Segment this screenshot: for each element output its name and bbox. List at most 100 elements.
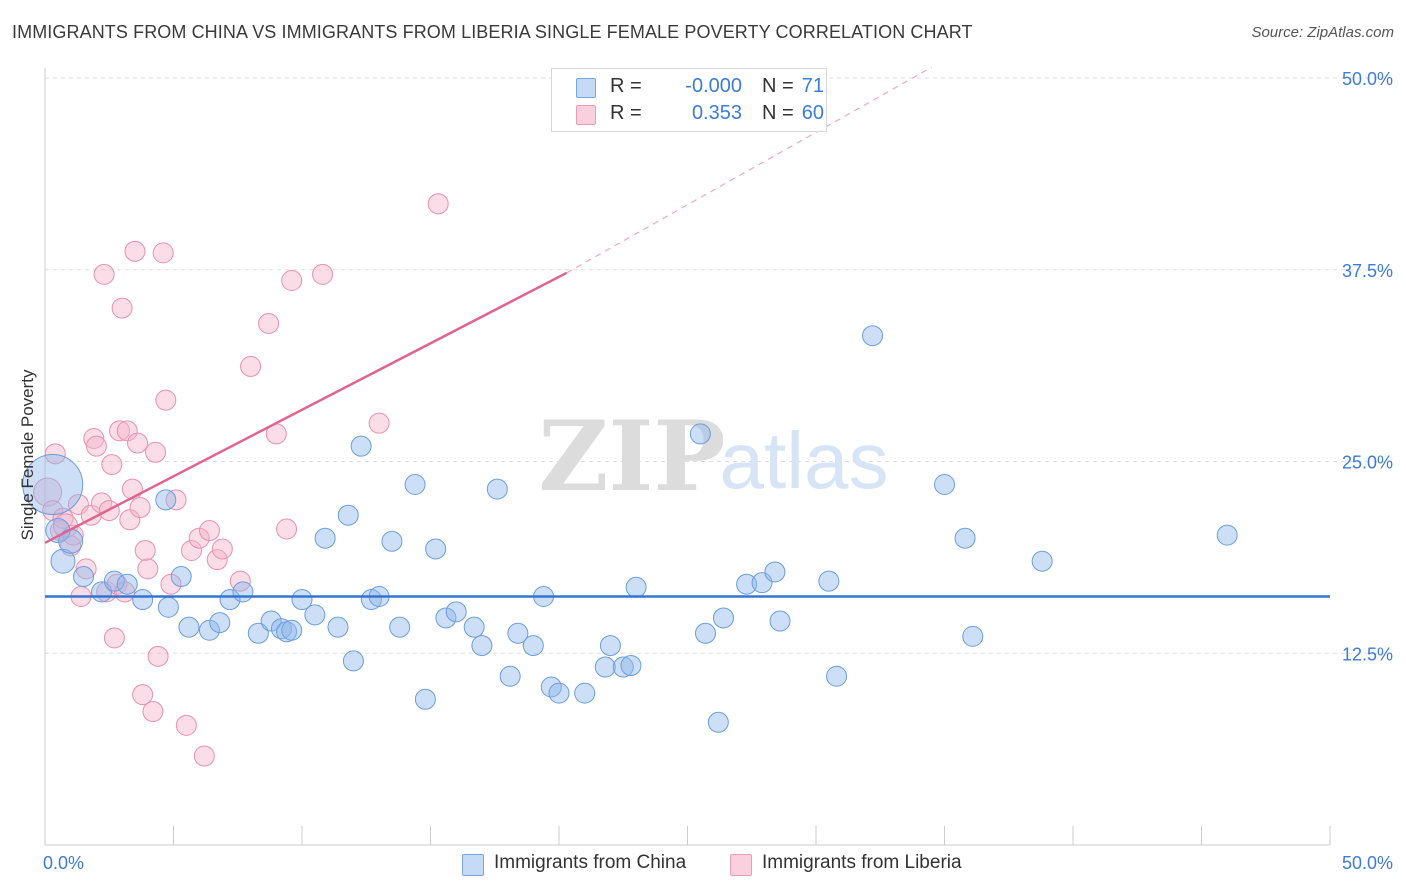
china-point bbox=[934, 474, 955, 496]
china-point bbox=[689, 423, 711, 445]
china-point bbox=[304, 604, 326, 626]
chart-title: IMMIGRANTS FROM CHINA VS IMMIGRANTS FROM… bbox=[12, 22, 973, 42]
data-points bbox=[22, 193, 1238, 767]
trend-lines bbox=[44, 66, 1330, 598]
china-point bbox=[209, 612, 231, 634]
china-point bbox=[574, 682, 596, 704]
china-point bbox=[132, 589, 154, 611]
legend-n-label: N = bbox=[762, 102, 794, 124]
china-point bbox=[389, 616, 411, 638]
china-point bbox=[694, 622, 716, 644]
china-point bbox=[962, 625, 984, 647]
china-point bbox=[445, 601, 467, 623]
china-point bbox=[862, 325, 884, 347]
china-point bbox=[22, 454, 84, 516]
china-point bbox=[764, 561, 786, 583]
liberia-point bbox=[281, 269, 303, 291]
china-point bbox=[327, 616, 349, 638]
china-point bbox=[712, 607, 734, 629]
liberia-point bbox=[180, 539, 202, 561]
china-point bbox=[548, 682, 570, 704]
x-tick-label-min: 0.0% bbox=[43, 853, 84, 873]
china-point bbox=[1031, 550, 1053, 572]
china-point bbox=[954, 527, 976, 549]
legend-n-value: 71 bbox=[801, 75, 824, 97]
source-credit: Source: ZipAtlas.com bbox=[1251, 24, 1394, 41]
china-point bbox=[342, 650, 364, 672]
china-point bbox=[826, 665, 848, 687]
liberia-legend-swatch bbox=[730, 854, 752, 876]
liberia-point bbox=[152, 242, 174, 264]
liberia-point bbox=[160, 573, 182, 595]
liberia-point bbox=[116, 420, 138, 442]
china-point bbox=[219, 589, 241, 611]
liberia-point bbox=[132, 684, 154, 706]
y-tick-label: 12.5% bbox=[1342, 644, 1393, 664]
china-point bbox=[260, 610, 282, 632]
liberia-point bbox=[175, 714, 197, 736]
y-tick-label: 50.0% bbox=[1342, 69, 1393, 89]
y-tick-label: 37.5% bbox=[1342, 261, 1393, 281]
liberia-point bbox=[258, 312, 280, 334]
liberia-point bbox=[198, 520, 220, 542]
liberia-point bbox=[121, 478, 143, 500]
liberia-point bbox=[188, 527, 210, 549]
liberia-point bbox=[75, 558, 97, 580]
china-point bbox=[170, 566, 192, 588]
china-point bbox=[620, 655, 642, 677]
liberia-point bbox=[83, 427, 105, 449]
china-point bbox=[73, 566, 95, 588]
liberia-point bbox=[85, 435, 107, 457]
liberia-point bbox=[33, 477, 63, 507]
liberia-point bbox=[155, 389, 177, 411]
china-point bbox=[769, 610, 791, 632]
y-axis-label: Single Female Poverty bbox=[18, 369, 37, 541]
china-point bbox=[1216, 524, 1238, 546]
china-point bbox=[507, 622, 529, 644]
china-point bbox=[414, 688, 436, 710]
legend-r-label: R = bbox=[610, 75, 642, 97]
liberia-point bbox=[101, 454, 123, 476]
china-point bbox=[471, 635, 493, 657]
liberia-point bbox=[124, 240, 146, 262]
liberia-point bbox=[211, 538, 233, 560]
liberia-point bbox=[312, 263, 334, 285]
liberia-point bbox=[44, 443, 66, 465]
china-point bbox=[157, 596, 179, 618]
china-swatch bbox=[576, 78, 596, 98]
liberia-point bbox=[137, 558, 159, 580]
liberia-point bbox=[127, 432, 149, 454]
legend-r-label: R = bbox=[610, 102, 642, 124]
tick-labels: 12.5% 25.0% 37.5% 50.0% 0.0% 50.0% bbox=[43, 69, 1393, 873]
liberia-point bbox=[119, 509, 141, 531]
watermark-zip: ZIP bbox=[538, 400, 725, 513]
china-point bbox=[291, 589, 313, 611]
x-tick-label-max: 50.0% bbox=[1342, 853, 1393, 873]
china-point bbox=[818, 570, 840, 592]
liberia-point bbox=[229, 570, 251, 592]
china-point bbox=[178, 616, 200, 638]
china-point bbox=[198, 619, 220, 641]
watermark: ZIP atlas bbox=[538, 400, 888, 513]
china-point bbox=[612, 656, 634, 678]
liberia-point bbox=[93, 263, 115, 285]
china-point bbox=[155, 489, 177, 511]
legend-r-value: -0.000 bbox=[685, 75, 742, 97]
china-point bbox=[404, 474, 426, 496]
correlation-legend: R = -0.000 N = 71 R = 0.353 N = 60 bbox=[551, 68, 827, 132]
legend-r-value: 0.353 bbox=[691, 102, 742, 124]
china-point bbox=[486, 478, 508, 500]
liberia-point bbox=[193, 745, 215, 767]
liberia-point bbox=[60, 535, 82, 557]
china-point bbox=[381, 530, 403, 552]
liberia-legend-label: Immigrants from Liberia bbox=[762, 852, 962, 873]
china-point bbox=[599, 635, 621, 657]
legend-n-value: 60 bbox=[801, 102, 824, 124]
liberia-point bbox=[109, 420, 131, 442]
liberia-point bbox=[240, 355, 262, 377]
china-point bbox=[594, 656, 616, 678]
liberia-point bbox=[111, 297, 133, 319]
liberia-swatch bbox=[576, 105, 596, 125]
liberia-point bbox=[368, 412, 390, 434]
